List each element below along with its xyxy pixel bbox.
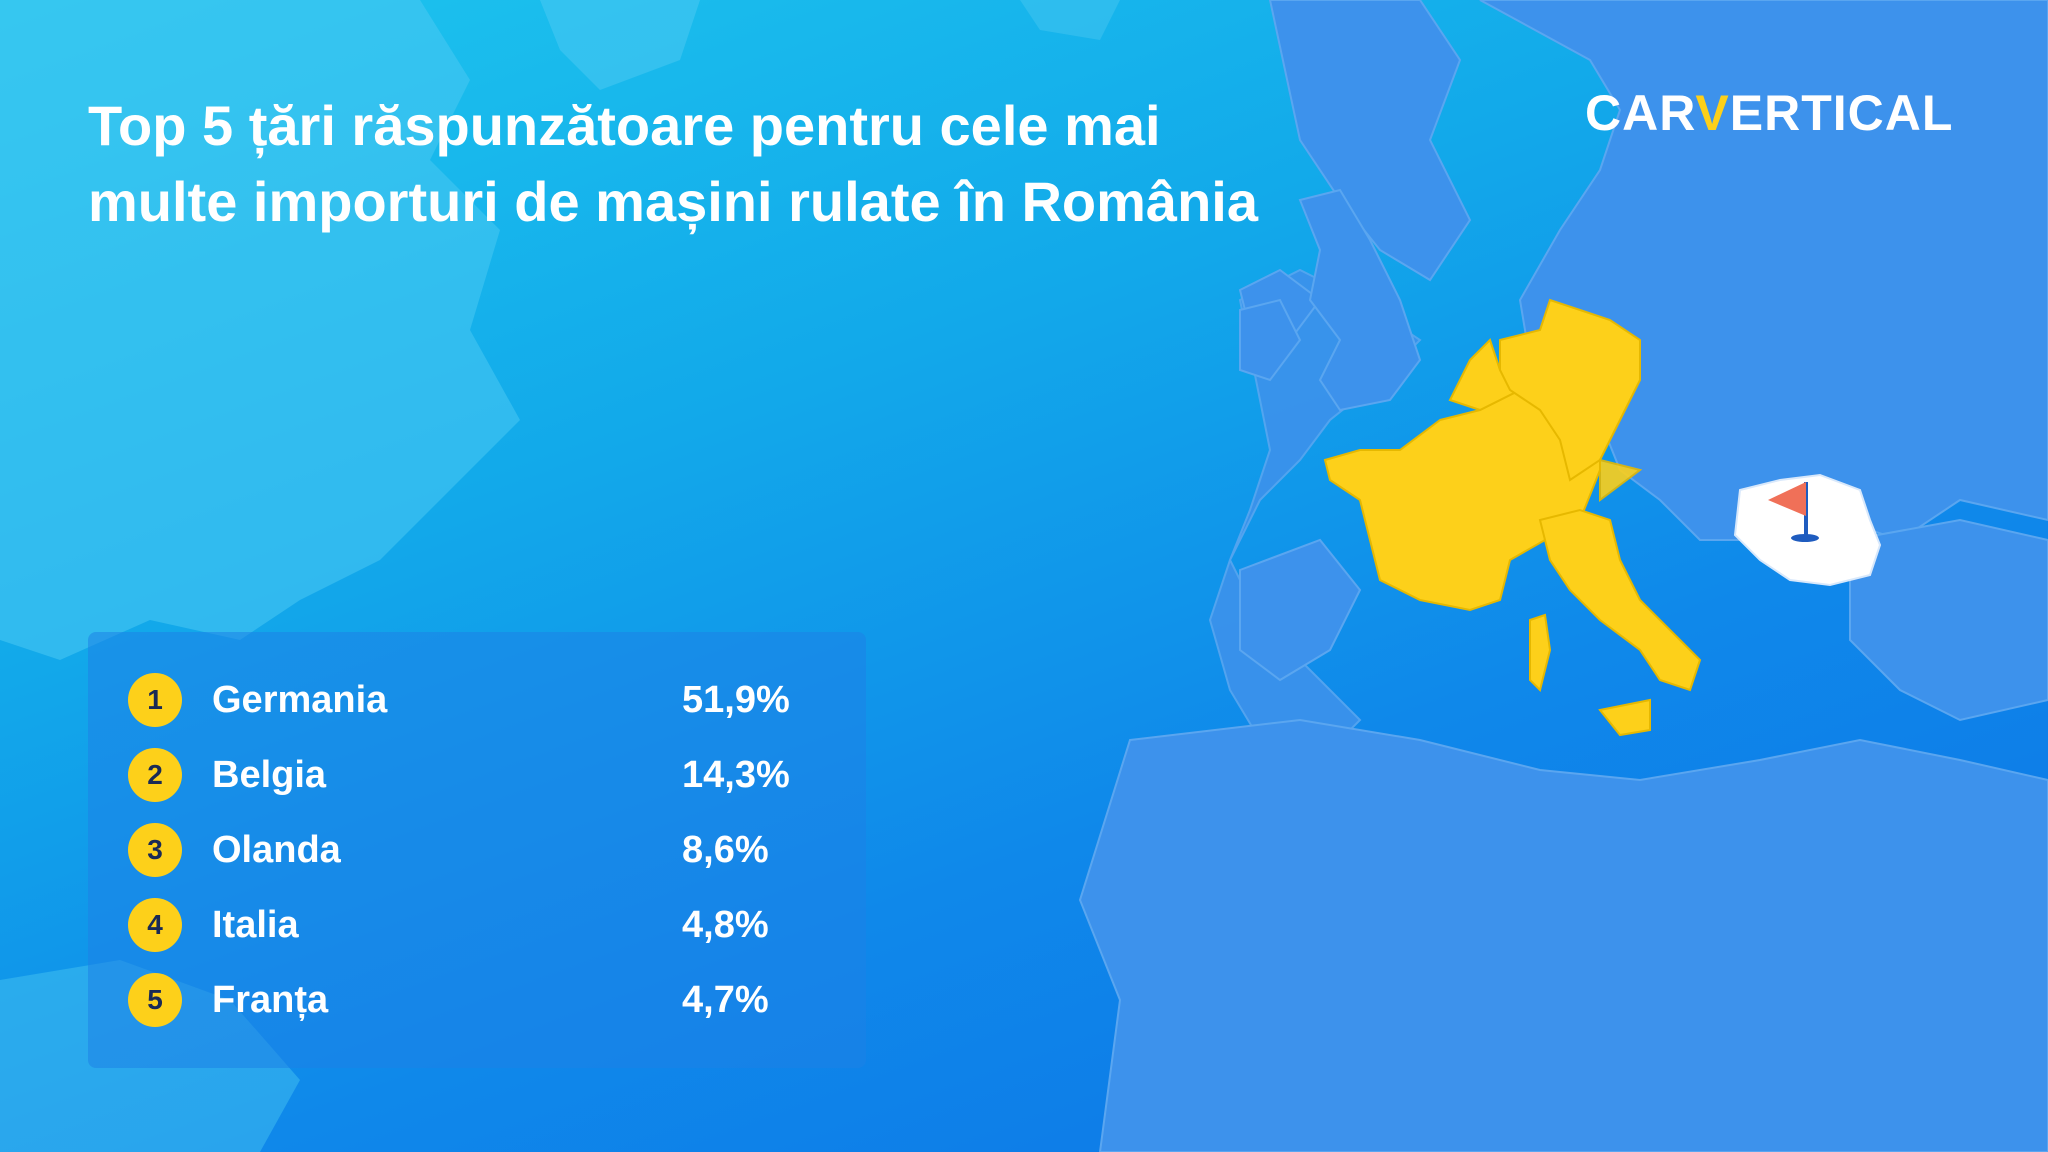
uk-ireland <box>1239 188 1422 412</box>
rank-badge: 3 <box>128 823 182 877</box>
brand-part-3: ERTICAL <box>1729 85 1954 141</box>
italy-shape <box>1538 508 1702 692</box>
import-share: 14,3% <box>682 753 790 796</box>
ranking-row: 4 Italia 4,8% <box>128 895 828 955</box>
country-name: Olanda <box>212 828 341 871</box>
rank-badge: 2 <box>128 748 182 802</box>
rank-badge: 5 <box>128 973 182 1027</box>
import-share: 8,6% <box>682 828 769 871</box>
sardinia-shape <box>1529 613 1552 692</box>
alps-shape <box>1599 458 1643 502</box>
brand-part-2: V <box>1695 85 1730 141</box>
brand-part-1: CAR <box>1585 85 1696 141</box>
import-share: 4,7% <box>682 978 769 1021</box>
import-share: 4,8% <box>682 903 769 946</box>
arctic-landmass <box>1020 0 1120 40</box>
ranking-panel: 1 Germania 51,9% 2 Belgia 14,3% 3 Olanda… <box>88 632 866 1068</box>
country-name: Belgia <box>212 753 327 796</box>
rank-badge: 1 <box>128 673 182 727</box>
sicily-shape <box>1598 698 1651 737</box>
ranking-row: 2 Belgia 14,3% <box>128 745 828 805</box>
country-name: Italia <box>212 903 299 946</box>
brand-logo: CARVERTICAL <box>1585 84 1953 142</box>
ranking-row: 3 Olanda 8,6% <box>128 820 828 880</box>
country-name: Franța <box>212 978 329 1021</box>
ranking-row: 5 Franța 4,7% <box>128 970 828 1030</box>
flag-icon <box>1768 482 1819 542</box>
import-share: 51,9% <box>682 678 790 721</box>
country-name: Germania <box>212 678 388 721</box>
title-line-2: multe importuri de mașini rulate în Româ… <box>88 170 1258 233</box>
highlighted-countries <box>1323 298 1702 737</box>
germany-shape <box>1499 298 1641 482</box>
rank-badge: 4 <box>128 898 182 952</box>
page-title: Top 5 țări răspunzătoare pentru cele mai… <box>88 88 1468 240</box>
title-line-1: Top 5 țări răspunzătoare pentru cele mai <box>88 94 1161 157</box>
ranking-row: 1 Germania 51,9% <box>128 670 828 730</box>
